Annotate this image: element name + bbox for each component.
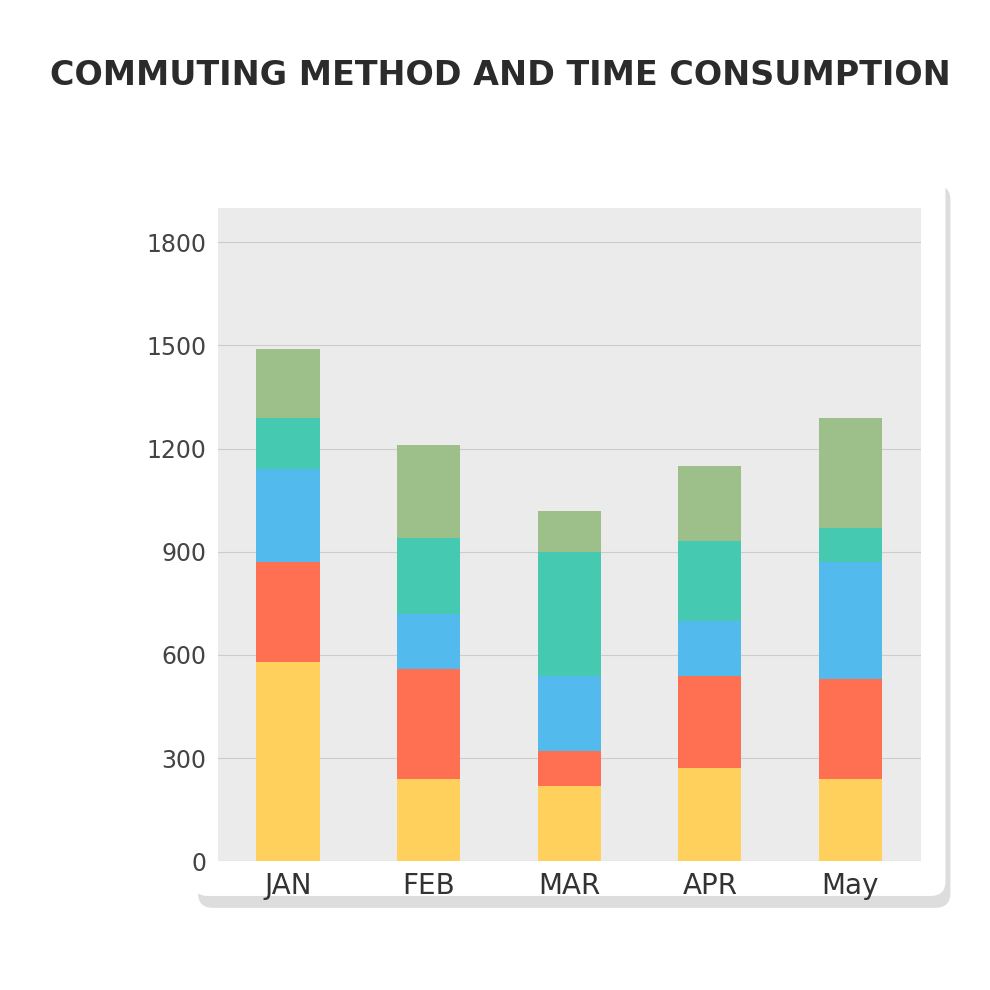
Bar [256,469,320,562]
Bar [256,562,320,662]
Bar [256,348,320,418]
Bar [678,675,742,768]
Bar [819,562,882,679]
Bar [397,614,460,668]
Bar [678,768,742,861]
Bar [538,511,601,551]
Bar [678,621,742,675]
Bar [256,418,320,469]
Bar [678,542,742,621]
Bar [678,466,742,542]
Bar [397,668,460,779]
Bar [538,551,601,675]
Bar [819,679,882,779]
Bar [819,418,882,528]
Bar [819,528,882,562]
Bar [397,446,460,538]
Bar [538,675,601,751]
Bar [397,779,460,861]
Bar [538,751,601,786]
Bar [819,779,882,861]
Text: COMMUTING METHOD AND TIME CONSUMPTION: COMMUTING METHOD AND TIME CONSUMPTION [50,59,950,92]
Bar [538,786,601,861]
Bar [256,662,320,861]
Bar [397,538,460,614]
